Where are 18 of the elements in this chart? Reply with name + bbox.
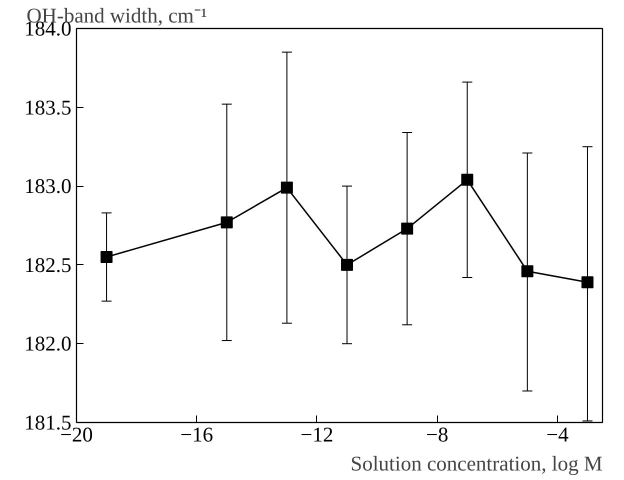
x-tick-label: −8	[426, 422, 448, 446]
point	[220, 216, 233, 228]
point	[461, 174, 474, 186]
x-tick-label: −16	[180, 422, 214, 446]
x-axis-title: Solution concentration, log M	[350, 452, 603, 476]
y-tick-label: 183.0	[24, 174, 72, 198]
y-tick-label: 182.5	[24, 252, 72, 277]
point	[100, 251, 113, 264]
y-tick-label: 182.0	[24, 332, 72, 356]
x-tick-label: −4	[546, 422, 570, 446]
y-tick-label: 183.5	[24, 95, 72, 120]
point	[341, 258, 354, 271]
x-tick-label: −12	[300, 422, 334, 446]
point	[280, 182, 293, 194]
point	[401, 222, 414, 235]
y-tick-label: 181.5	[24, 410, 72, 434]
point	[521, 265, 534, 278]
point	[581, 276, 594, 288]
